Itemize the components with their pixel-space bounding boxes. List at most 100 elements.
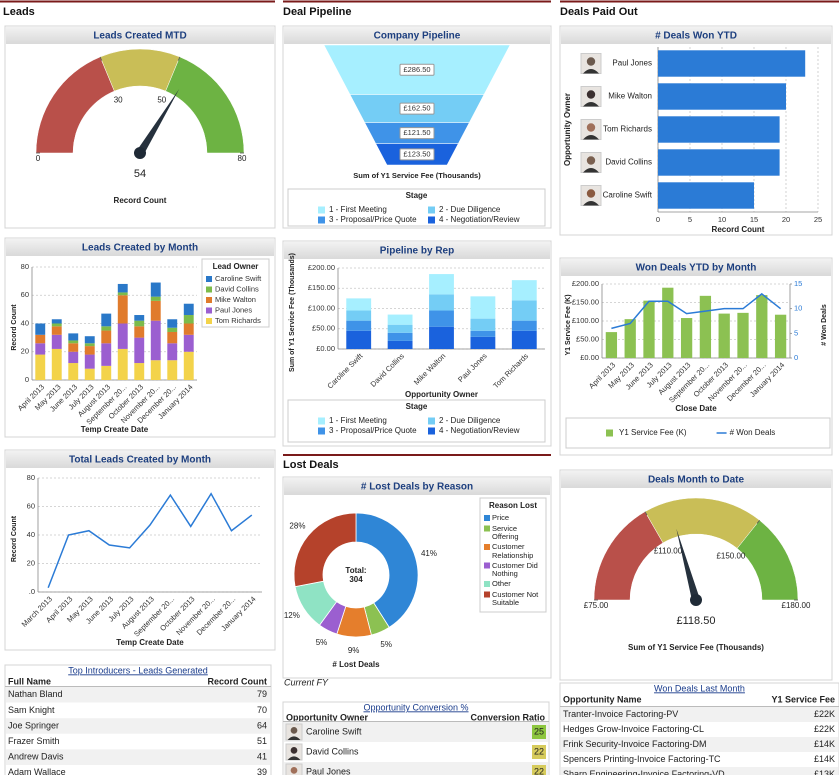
legend-swatch [484,591,490,598]
bar-segment [429,274,454,295]
funnel-label: £123.50 [403,149,430,158]
bar-segment [183,334,194,352]
section-title: Deal Pipeline [283,6,351,18]
y-tick-label: £200.00 [308,263,335,272]
widget-header [284,242,550,259]
widget [4,449,276,651]
y2-tick-label: 0 [794,353,798,362]
table-row [561,767,838,775]
table-row [6,765,270,775]
table-cell: £22K [814,724,835,734]
legend-title: Reason Lost [489,501,537,510]
legend-label: 3 - Proposal/Price Quote [329,426,417,435]
legend [565,417,831,449]
gauge-tick-label: 30 [114,95,123,104]
ratio-cell [532,765,546,775]
table-row [561,737,838,752]
avatar-body [287,736,301,740]
y-tick-label: £0.00 [316,344,335,353]
bar-segment [387,324,413,333]
bar-segment [134,315,145,321]
bar-segment [68,363,79,380]
donut-axis-label: # Lost Deals [332,660,380,669]
gauge-tick-label: £150.00 [716,551,745,560]
y-tick-label: £150.00 [308,283,335,292]
gauge-label: Record Count [114,196,167,205]
bar-segment [134,326,145,338]
funnel-label: £121.50 [403,128,430,137]
funnel-label: £162.50 [403,104,430,113]
slice-label: 41% [421,549,437,558]
gauge-tick [177,56,181,61]
bar [680,318,693,358]
bar [774,314,787,358]
y-tick-label: .0 [29,587,35,596]
legend-swatch [428,427,435,435]
bar-segment [387,332,413,341]
legend [287,188,546,227]
bar-segment [101,365,112,380]
table-row [284,722,548,742]
table-cell: Frazer Smith [8,736,60,746]
section-title: Lost Deals [283,459,339,471]
avatar-head [586,123,596,132]
bar-segment [511,330,537,349]
bar-segment [150,320,161,361]
table-row [6,687,270,703]
bar-segment [117,283,128,293]
bar-segment [429,326,454,349]
donut-total-label: Total: [345,566,366,575]
legend-swatch [318,206,325,214]
bar-segment [429,310,454,327]
x-axis-label: Opportunity Owner [405,390,478,399]
table-title[interactable]: Opportunity Conversion % [363,702,468,712]
y-tick-label: Paul Jones [612,59,652,68]
legend [479,497,547,613]
x-tick-label: 15 [750,215,758,224]
bar-segment [68,351,79,364]
table-row [6,702,270,719]
bar-segment [470,330,496,337]
bar [662,287,674,358]
legend-swatch [428,417,435,425]
gauge-tick-label: 50 [157,95,166,104]
table-cell: 25 [534,726,544,736]
bar-segment [84,336,95,344]
bar-segment [511,320,537,331]
funnel-label: £286.50 [403,65,430,74]
table-cell: Frink Security-Invoice Factoring-DM [563,739,707,749]
legend-swatch [318,427,325,435]
bar-segment [35,334,46,344]
avatar-body [583,201,599,206]
legend-label: 2 - Due Diligence [439,416,501,425]
table-title[interactable]: Top Introducers - Leads Generated [68,665,208,675]
bar-segment [511,280,537,301]
legend-title: Lead Owner [213,262,259,271]
avatar-head [586,156,596,165]
slice-label: 9% [348,646,360,655]
table-row [6,749,270,765]
widget-title: Deals Month to Date [648,475,745,486]
table-cell: 64 [257,720,267,730]
gauge-tick [644,511,648,516]
y2-tick-label: 10 [794,304,802,313]
line [611,292,782,330]
table-title[interactable]: Won Deals Last Month [654,683,745,693]
y-tick-label: 80 [21,262,29,271]
bar [737,312,749,358]
bar-segment [150,300,161,321]
bar-segment [51,323,62,327]
bar-segment [183,351,194,380]
x-tick-label: 20 [782,215,790,224]
gauge-hub [690,594,702,606]
legend-swatch [484,581,490,587]
legend-label: 1 - First Meeting [329,205,387,214]
legend-label: 1 - First Meeting [329,416,387,425]
y-tick-label: 80 [27,473,35,482]
y2-tick-label: 15 [794,279,802,288]
y-axis-label: Y1 Service Fee (K) [565,294,572,355]
y-tick-label: 60 [27,501,35,510]
table-cell: Tranter-Invoice Factoring-PV [563,709,678,719]
bar-segment [84,346,95,355]
widget-header [561,27,831,44]
